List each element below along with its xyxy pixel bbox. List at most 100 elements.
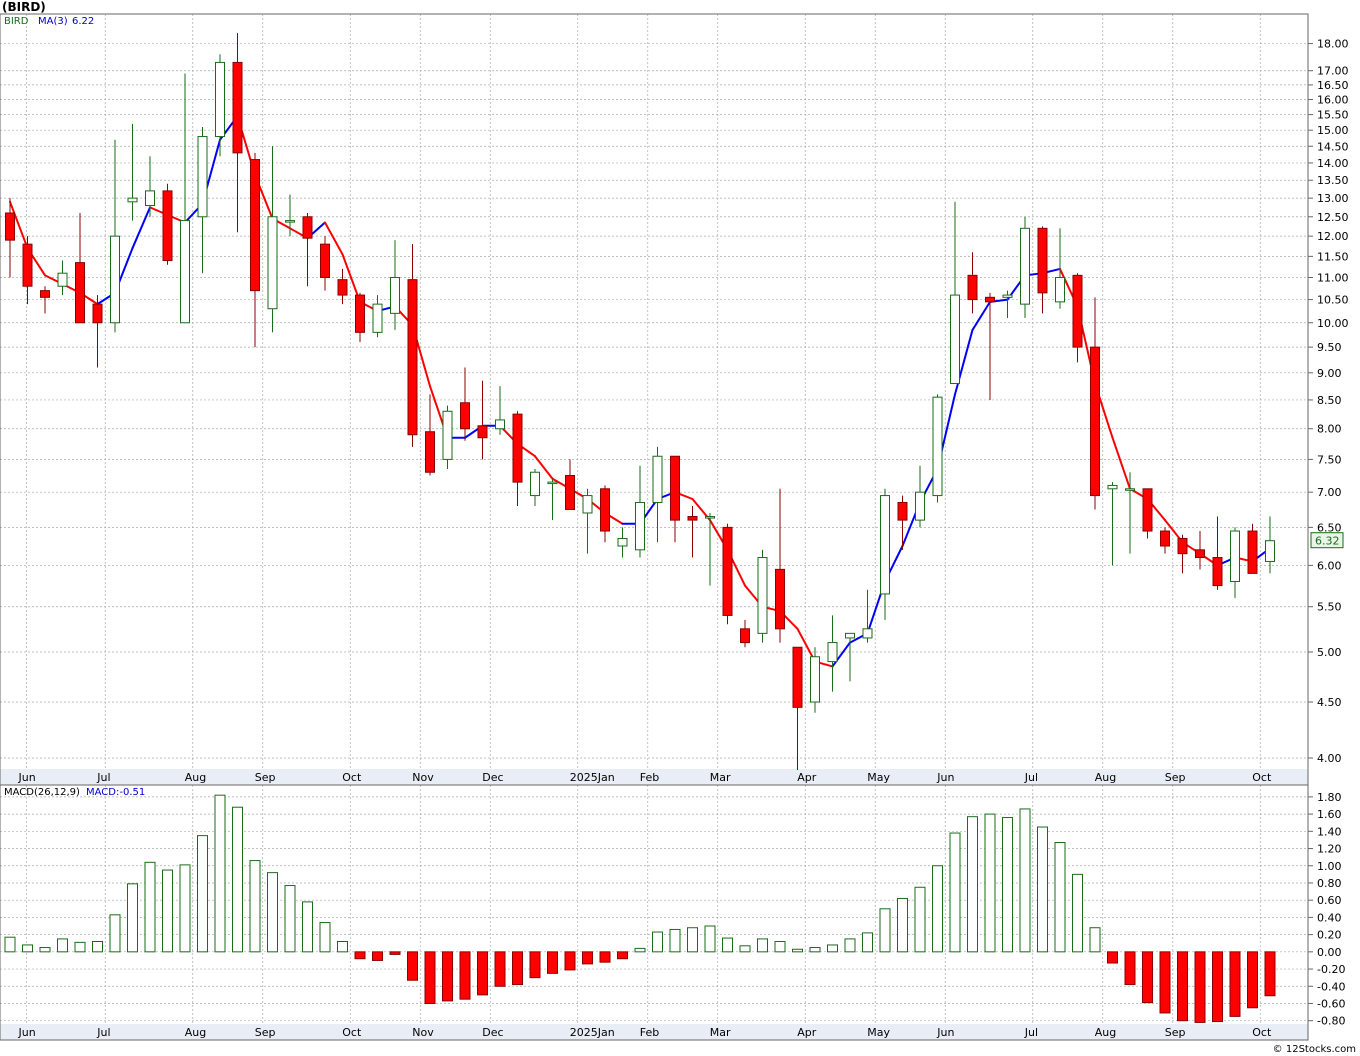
price-tick-label: 16.50 [1317,79,1349,92]
candle [5,198,15,278]
candle-body [635,501,645,551]
macd-bar [757,938,768,953]
ma-segment [971,300,991,331]
candle [915,465,925,528]
candle-body [547,481,558,485]
macd-bar [1124,951,1136,986]
price-month-label: Sep [255,771,276,784]
candle [75,212,85,324]
macd-bar [1264,951,1276,997]
candle-body [1142,488,1153,532]
candle [232,33,243,233]
macd-bar [1002,817,1013,953]
macd-axis-labels: -0.80 -0.60 -0.40 -0.20 0.00 0.20 0.40 0.60 0.80… [1308,791,1345,1028]
price-month-label: Jul [96,771,110,784]
candle-body [757,557,768,634]
candle-body [705,516,715,519]
candle-body [267,216,278,310]
candle [775,488,785,643]
price-month-label: Sep [1165,771,1186,784]
price-tick-label: 9.00 [1317,367,1342,380]
macd-bar [739,945,751,953]
macd-tick-label: -0.40 [1317,980,1345,993]
macd-bar [477,951,488,996]
candle [1212,516,1223,590]
candle-body [250,159,260,292]
macd-bar [144,861,156,953]
macd-bar [319,922,331,953]
candle [1265,516,1275,574]
price-tick-label: 11.50 [1317,250,1349,263]
candle [267,146,278,333]
macd-bar [897,897,908,953]
price-tick-label: 17.00 [1317,65,1349,78]
candle-body [792,646,803,708]
ma-segment [9,200,29,250]
candle-body [740,628,750,644]
price-month-label: Nov [412,771,434,784]
macd-month-label: Mar [710,1026,731,1039]
candle-body [827,642,838,663]
macd-month-label: Sep [255,1026,276,1039]
candle-body [915,491,925,521]
candle-body [565,475,575,510]
chart-title: (BIRD) [2,0,46,14]
candle [285,194,295,237]
candle-body [880,495,890,595]
price-tick-label: 7.50 [1317,453,1342,466]
price-tick-label: 10.00 [1317,317,1349,330]
price-date-axis-band [0,769,1308,785]
macd-month-label: Jul [1024,1026,1038,1039]
macd-bar [967,816,978,953]
candle [1142,488,1153,539]
candle-body [5,212,15,241]
macd-bar [879,908,891,953]
price-tick-label: 11.00 [1317,271,1349,284]
candle [442,405,453,469]
macd-bar [582,951,593,965]
macd-bar [809,947,821,953]
candle [1020,216,1030,319]
macd-tick-label: 1.00 [1317,860,1342,873]
macd-bar [92,941,103,953]
macd-bar [704,925,716,953]
macd-bar [774,941,786,953]
macd-tick-label: -0.20 [1317,963,1345,976]
macd-bar [862,932,873,953]
ma-segment [324,221,344,256]
candle-body [1230,530,1240,582]
candle [950,201,960,384]
candle [495,386,505,435]
ma-segment [1111,436,1131,490]
macd-bar [1089,927,1101,953]
macd-bar [547,951,558,974]
macd-month-label: Oct [342,1026,362,1039]
candle [845,632,855,682]
candle [57,260,68,296]
price-tick-label: 4.50 [1317,696,1342,709]
candle [337,268,348,305]
price-month-label: Jul [1024,771,1038,784]
macd-bar [634,947,646,953]
candle [967,252,978,314]
candle-body [1002,294,1013,298]
candle-body [530,471,540,497]
macd-bar [1247,951,1258,1009]
price-tick-label: 14.00 [1317,157,1349,170]
candle-body [92,303,103,324]
candle [740,619,750,648]
legend-ma-label: MA(3) [38,16,68,27]
candle [215,54,225,157]
candle-body [355,294,365,333]
macd-month-label: 2025Jan [570,1026,615,1039]
price-tick-label: 6.00 [1317,559,1342,572]
macd-bar [949,832,961,953]
price-month-label: Dec [482,771,503,784]
candle [1107,482,1118,566]
legend-ticker: BIRD [4,16,29,27]
candle [197,127,208,274]
candle [460,367,470,441]
price-tick-label: 7.00 [1317,486,1342,499]
candle-body [110,235,120,324]
